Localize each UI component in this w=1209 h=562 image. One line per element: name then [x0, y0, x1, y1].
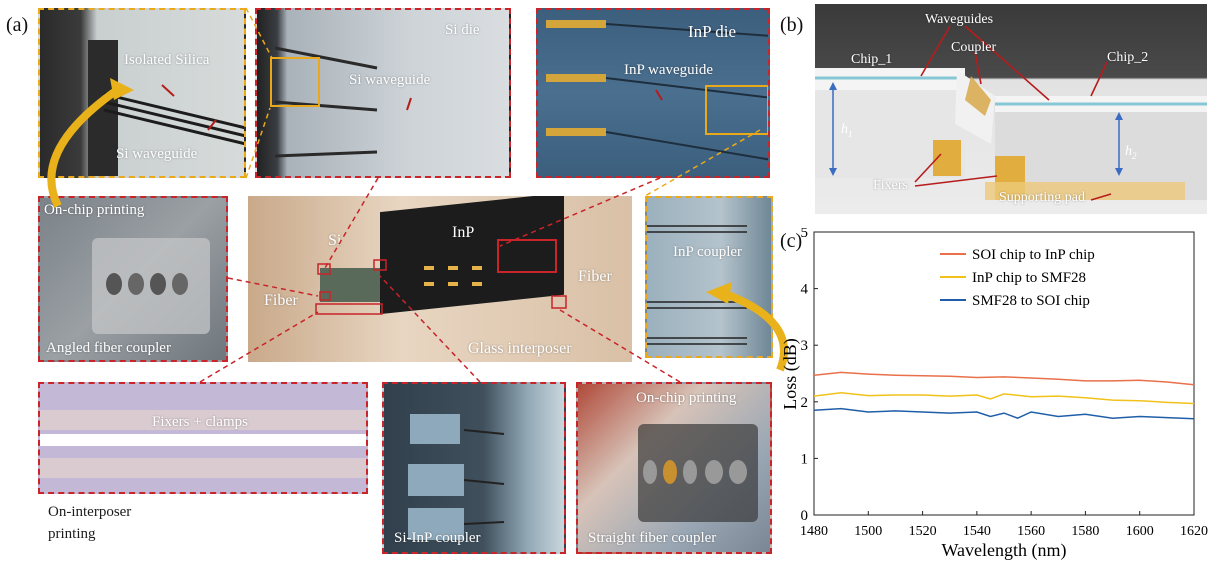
y-tick-label: 1	[801, 451, 809, 467]
si-waveguide-label-1: Si waveguide	[116, 146, 198, 162]
si-inp-coupler-label: Si-InP coupler	[394, 530, 481, 546]
isolated-silica-label: Isolated Silica	[124, 52, 210, 68]
series-line-0	[813, 371, 1195, 386]
series-group	[813, 371, 1195, 420]
inp-label: InP	[452, 224, 475, 241]
straight-fiber-coupler-label: Straight fiber coupler	[588, 530, 717, 546]
photo-si-inp-coupler: Si-InP coupler	[382, 382, 566, 554]
panel-label-b: (b)	[780, 14, 804, 36]
photo-glass-interposer-overview: Si InP Fiber Fiber Glass interposer	[248, 196, 632, 362]
inp-waveguide-label: InP waveguide	[624, 62, 714, 78]
x-tick-label: 1580	[1071, 524, 1099, 539]
x-tick-label: 1500	[854, 524, 882, 539]
y-axis-label: Loss (dB)	[780, 338, 801, 410]
si-inp-drawing	[408, 414, 505, 540]
glass-interposer-label: Glass interposer	[468, 340, 572, 357]
x-tick-label: 1600	[1126, 524, 1154, 539]
fiber-strip-upper	[40, 410, 366, 430]
legend-label-2: SMF28 to SOI chip	[972, 293, 1090, 309]
photo-fixers-clamps: Fixers + clamps	[38, 382, 368, 494]
si-die-lines	[270, 46, 412, 158]
fixers-clamps-label: Fixers + clamps	[152, 414, 248, 430]
photo-straight-fiber-coupler: On-chip printing Straight fiber coupler	[576, 382, 772, 554]
on-chip-printing-label-2: On-chip printing	[636, 390, 737, 406]
fiber-right-label: Fiber	[578, 268, 612, 285]
h2-label: h2	[1125, 144, 1137, 161]
y-tick-label: 5	[801, 228, 809, 241]
photo-si-die: Si die Si waveguide	[255, 8, 511, 178]
on-chip-printing-label-1: On-chip printing	[44, 202, 145, 218]
x-tick-label: 1540	[963, 524, 991, 539]
x-axis-label: Wavelength (nm)	[941, 540, 1066, 561]
inp-coupler-label: InP coupler	[673, 244, 743, 260]
legend-label-0: SOI chip to InP chip	[972, 247, 1095, 263]
photo-inp-die: InP die InP waveguide	[536, 8, 770, 178]
divider-strip	[40, 434, 366, 446]
on-interposer-line1: On-interposer	[48, 504, 132, 520]
series-line-1	[813, 391, 1195, 405]
x-tick-label: 1480	[800, 524, 828, 539]
photo-isolated-silica: Isolated Silica Si waveguide	[38, 8, 246, 178]
y-axis-ticks: 0 1 2 3 4 5	[801, 228, 818, 524]
h1-label: h1	[841, 122, 853, 139]
x-axis-ticks: 1480 1500 1520 1540 1560 1580 1600 1620	[800, 511, 1208, 539]
overview-drawing	[315, 196, 567, 315]
si-waveguide-label-2: Si waveguide	[349, 72, 431, 88]
chip1-label: Chip_1	[851, 52, 893, 67]
photo-angled-fiber-coupler: On-chip printing Angled fiber coupler	[38, 196, 228, 362]
supporting-pad-label: Supporting pad	[999, 190, 1085, 205]
x-tick-label: 1620	[1180, 524, 1208, 539]
panel-label-a: (a)	[6, 14, 29, 36]
si-label: Si	[328, 232, 342, 249]
y-tick-label: 2	[801, 395, 809, 411]
legend-label-1: InP chip to SMF28	[972, 270, 1086, 286]
schematic-drawing	[815, 25, 1207, 201]
waveguides-label: Waveguides	[925, 12, 994, 27]
si-die-label: Si die	[445, 22, 480, 38]
schematic-3d: Waveguides Chip_1 Coupler Chip_2 h1 h2 F…	[815, 4, 1207, 214]
angled-fiber-coupler-label: Angled fiber coupler	[46, 340, 171, 356]
angled-coupler-drawing	[92, 238, 210, 334]
fixers-label: Fixers	[873, 178, 908, 193]
photo-inp-coupler: InP coupler	[645, 196, 773, 358]
y-tick-label: 0	[801, 508, 809, 524]
y-tick-label: 4	[801, 282, 809, 298]
coupler-label: Coupler	[951, 40, 997, 55]
plot-area	[813, 231, 1195, 516]
fiber-left-label: Fiber	[264, 292, 298, 309]
y-tick-label: 3	[801, 338, 809, 354]
series-line-2	[813, 407, 1195, 420]
x-tick-label: 1520	[909, 524, 937, 539]
inp-die-label: InP die	[688, 22, 737, 41]
chip2-label: Chip_2	[1107, 50, 1149, 65]
on-interposer-line2: printing	[48, 526, 96, 542]
inp-coupler-lines	[647, 225, 747, 345]
straight-coupler-drawing	[638, 424, 758, 522]
legend: SOI chip to InP chip InP chip to SMF28 SMF…	[940, 247, 1095, 309]
panel-label-c: (c)	[780, 230, 803, 252]
x-tick-label: 1560	[1017, 524, 1045, 539]
fiber-strip-lower	[40, 458, 366, 478]
